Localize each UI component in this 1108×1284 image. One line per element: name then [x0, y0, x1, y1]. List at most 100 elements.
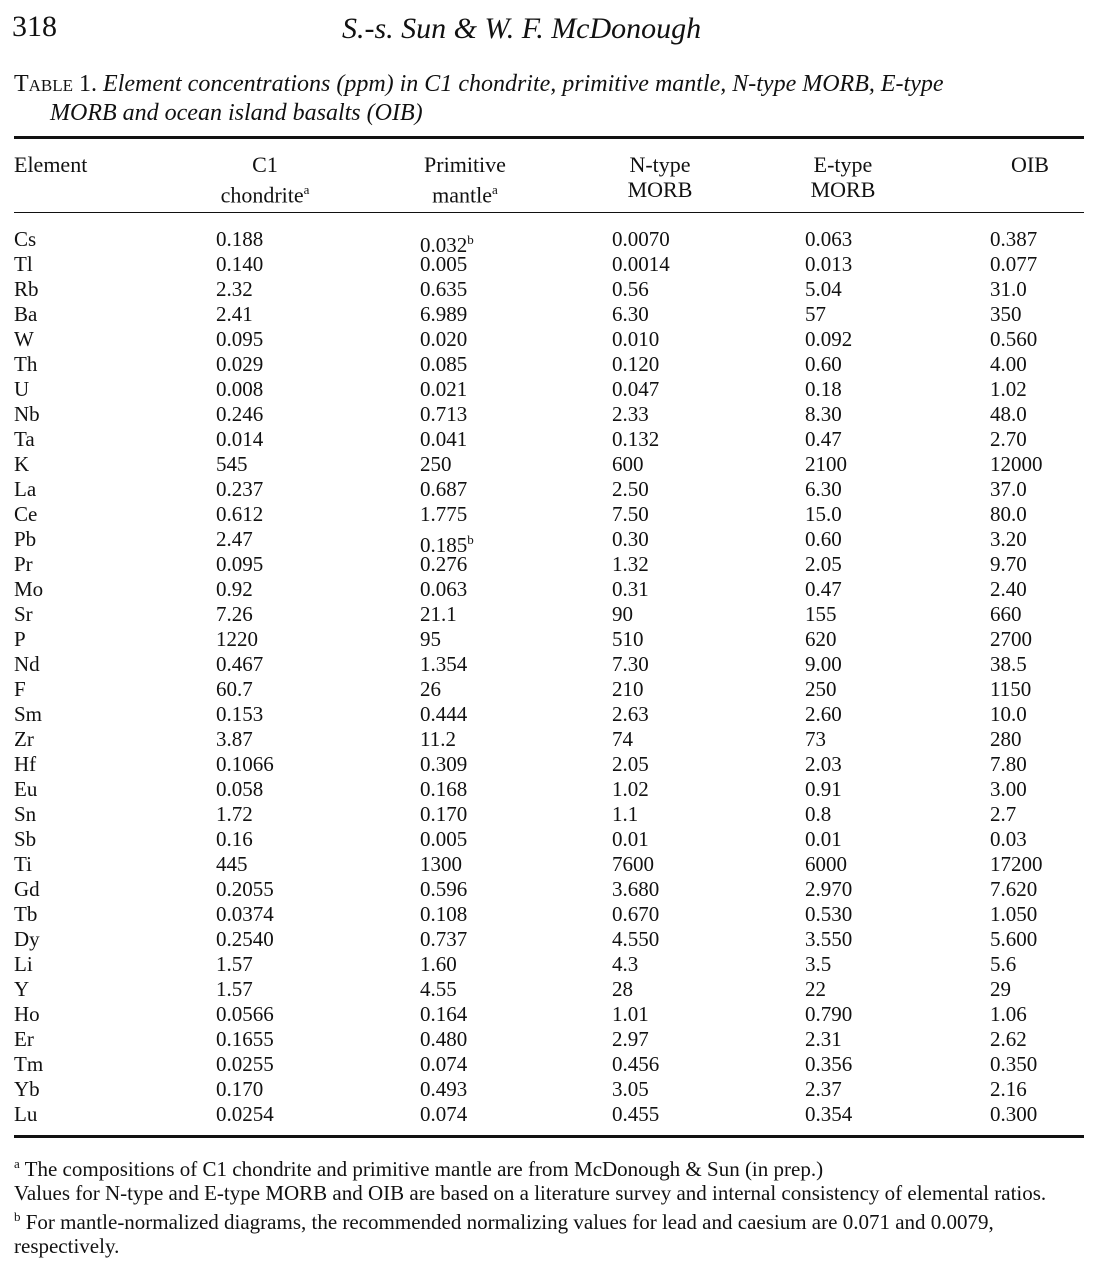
cell-text: 0.350 — [990, 1052, 1038, 1076]
oib-value: 31.0 — [990, 277, 1027, 302]
footnote-a: a The compositions of C1 chondrite and p… — [14, 1152, 1084, 1181]
cell-text: 0.047 — [612, 377, 660, 401]
cell-text: 0.0014 — [612, 252, 670, 276]
e-morb-value: 2.03 — [805, 752, 842, 777]
c1-chondrite-value: 0.0255 — [216, 1052, 274, 1077]
footnote-marker: b — [14, 1209, 21, 1224]
element-symbol: Mo — [14, 577, 44, 601]
n-morb-value: 4.550 — [612, 927, 659, 952]
table-row: Sm 0.153 0.444 2.63 2.60 10.0 — [0, 702, 1108, 727]
c1-chondrite-value: 0.014 — [216, 427, 263, 452]
cell-text: 0.074 — [420, 1052, 468, 1076]
oib-value: 2.62 — [990, 1027, 1027, 1052]
cell-text: 17200 — [990, 852, 1043, 876]
cell-text: 0.01 — [805, 827, 842, 851]
column-header-line: mantle — [432, 182, 493, 208]
e-morb-value: 0.356 — [805, 1052, 852, 1077]
cell-text: 1.02 — [612, 777, 649, 801]
cell-text: 0.0070 — [612, 227, 670, 251]
cell-text: 7.80 — [990, 752, 1027, 776]
oib-value: 2700 — [990, 627, 1032, 652]
n-morb-value: 7.30 — [612, 652, 649, 677]
primitive-mantle-value: 1300 — [420, 852, 462, 877]
c1-chondrite-value: 0.237 — [216, 477, 263, 502]
cell-text: 0.356 — [805, 1052, 853, 1076]
element-symbol: Ce — [14, 502, 38, 526]
cell-text: 0.354 — [805, 1102, 853, 1126]
e-morb-value: 2.60 — [805, 702, 842, 727]
cell-text: 4.00 — [990, 352, 1027, 376]
element-symbol: U — [14, 377, 30, 401]
n-morb-value: 0.0014 — [612, 252, 670, 277]
cell-text: 9.00 — [805, 652, 842, 676]
cell-text: 0.095 — [216, 552, 264, 576]
table-row: U 0.008 0.021 0.047 0.18 1.02 — [0, 377, 1108, 402]
oib-value: 1150 — [990, 677, 1031, 702]
e-morb-value: 8.30 — [805, 402, 842, 427]
e-morb-value: 0.60 — [805, 352, 842, 377]
cell-text: 0.790 — [805, 1002, 853, 1026]
cell-text: 80.0 — [990, 502, 1027, 526]
oib-value: 0.077 — [990, 252, 1037, 277]
cell-text: 2.37 — [805, 1077, 842, 1101]
column-header-line: Primitive — [424, 152, 506, 177]
c1-chondrite-value: 0.008 — [216, 377, 263, 402]
c1-chondrite-value: 445 — [216, 852, 248, 877]
e-morb-value: 0.530 — [805, 902, 852, 927]
cell-text: 0.188 — [216, 227, 264, 251]
cell-text: 0.91 — [805, 777, 842, 801]
cell-text: 0.005 — [420, 827, 468, 851]
cell-text: 0.560 — [990, 327, 1038, 351]
column-header-line: Element — [14, 152, 88, 177]
cell-text: 15.0 — [805, 502, 842, 526]
primitive-mantle-value: 6.989 — [420, 302, 467, 327]
cell-text: 0.153 — [216, 702, 264, 726]
cell-text: 6.30 — [612, 302, 649, 326]
cell-text: 2.41 — [216, 302, 253, 326]
c1-chondrite-value: 3.87 — [216, 727, 253, 752]
cell-text: 95 — [420, 627, 441, 651]
cell-text: 90 — [612, 602, 633, 626]
cell-text: 0.493 — [420, 1077, 468, 1101]
caption-text-line1: Element concentrations (ppm) in C1 chond… — [103, 71, 944, 97]
c1-chondrite-value: 0.92 — [216, 577, 253, 602]
n-morb-value: 510 — [612, 627, 644, 652]
cell-text: 74 — [612, 727, 633, 751]
oib-value: 5.600 — [990, 927, 1037, 952]
e-morb-value: 2.37 — [805, 1077, 842, 1102]
n-morb-value: 0.30 — [612, 527, 649, 552]
table-row: Cs 0.188 0.032b 0.0070 0.063 0.387 — [0, 227, 1108, 257]
cell-text: 0.013 — [805, 252, 853, 276]
cell-text: 1.57 — [216, 977, 253, 1001]
n-morb-value: 0.31 — [612, 577, 649, 602]
c1-chondrite-value: 1220 — [216, 627, 258, 652]
n-morb-value: 28 — [612, 977, 633, 1002]
cell-text: 0.0254 — [216, 1102, 274, 1126]
column-header-e-type-morb: E-type MORB — [778, 152, 908, 202]
cell-text: 0.1066 — [216, 752, 274, 776]
cell-text: 3.5 — [805, 952, 832, 976]
e-morb-value: 0.063 — [805, 227, 852, 252]
cell-text: 6.30 — [805, 477, 842, 501]
cell-text: 1.01 — [612, 1002, 649, 1026]
n-morb-value: 2.33 — [612, 402, 649, 427]
primitive-mantle-value: 0.170 — [420, 802, 467, 827]
e-morb-value: 0.47 — [805, 427, 842, 452]
element-symbol: Ti — [14, 852, 32, 876]
cell-text: 8.30 — [805, 402, 842, 426]
e-morb-value: 57 — [805, 302, 826, 327]
n-morb-value: 90 — [612, 602, 633, 627]
cell-text: 0.140 — [216, 252, 264, 276]
cell-text: 3.87 — [216, 727, 253, 751]
cell-text: 2.32 — [216, 277, 253, 301]
c1-chondrite-value: 0.612 — [216, 502, 263, 527]
oib-value: 12000 — [990, 452, 1043, 477]
column-header-line: MORB — [810, 177, 876, 202]
cell-text: 0.063 — [420, 577, 468, 601]
c1-chondrite-value: 0.0374 — [216, 902, 274, 927]
table-row: La 0.237 0.687 2.50 6.30 37.0 — [0, 477, 1108, 502]
cell-text: 0.612 — [216, 502, 264, 526]
element-symbol: Ho — [14, 1002, 40, 1026]
cell-text: 0.074 — [420, 1102, 468, 1126]
cell-text: 0.164 — [420, 1002, 468, 1026]
